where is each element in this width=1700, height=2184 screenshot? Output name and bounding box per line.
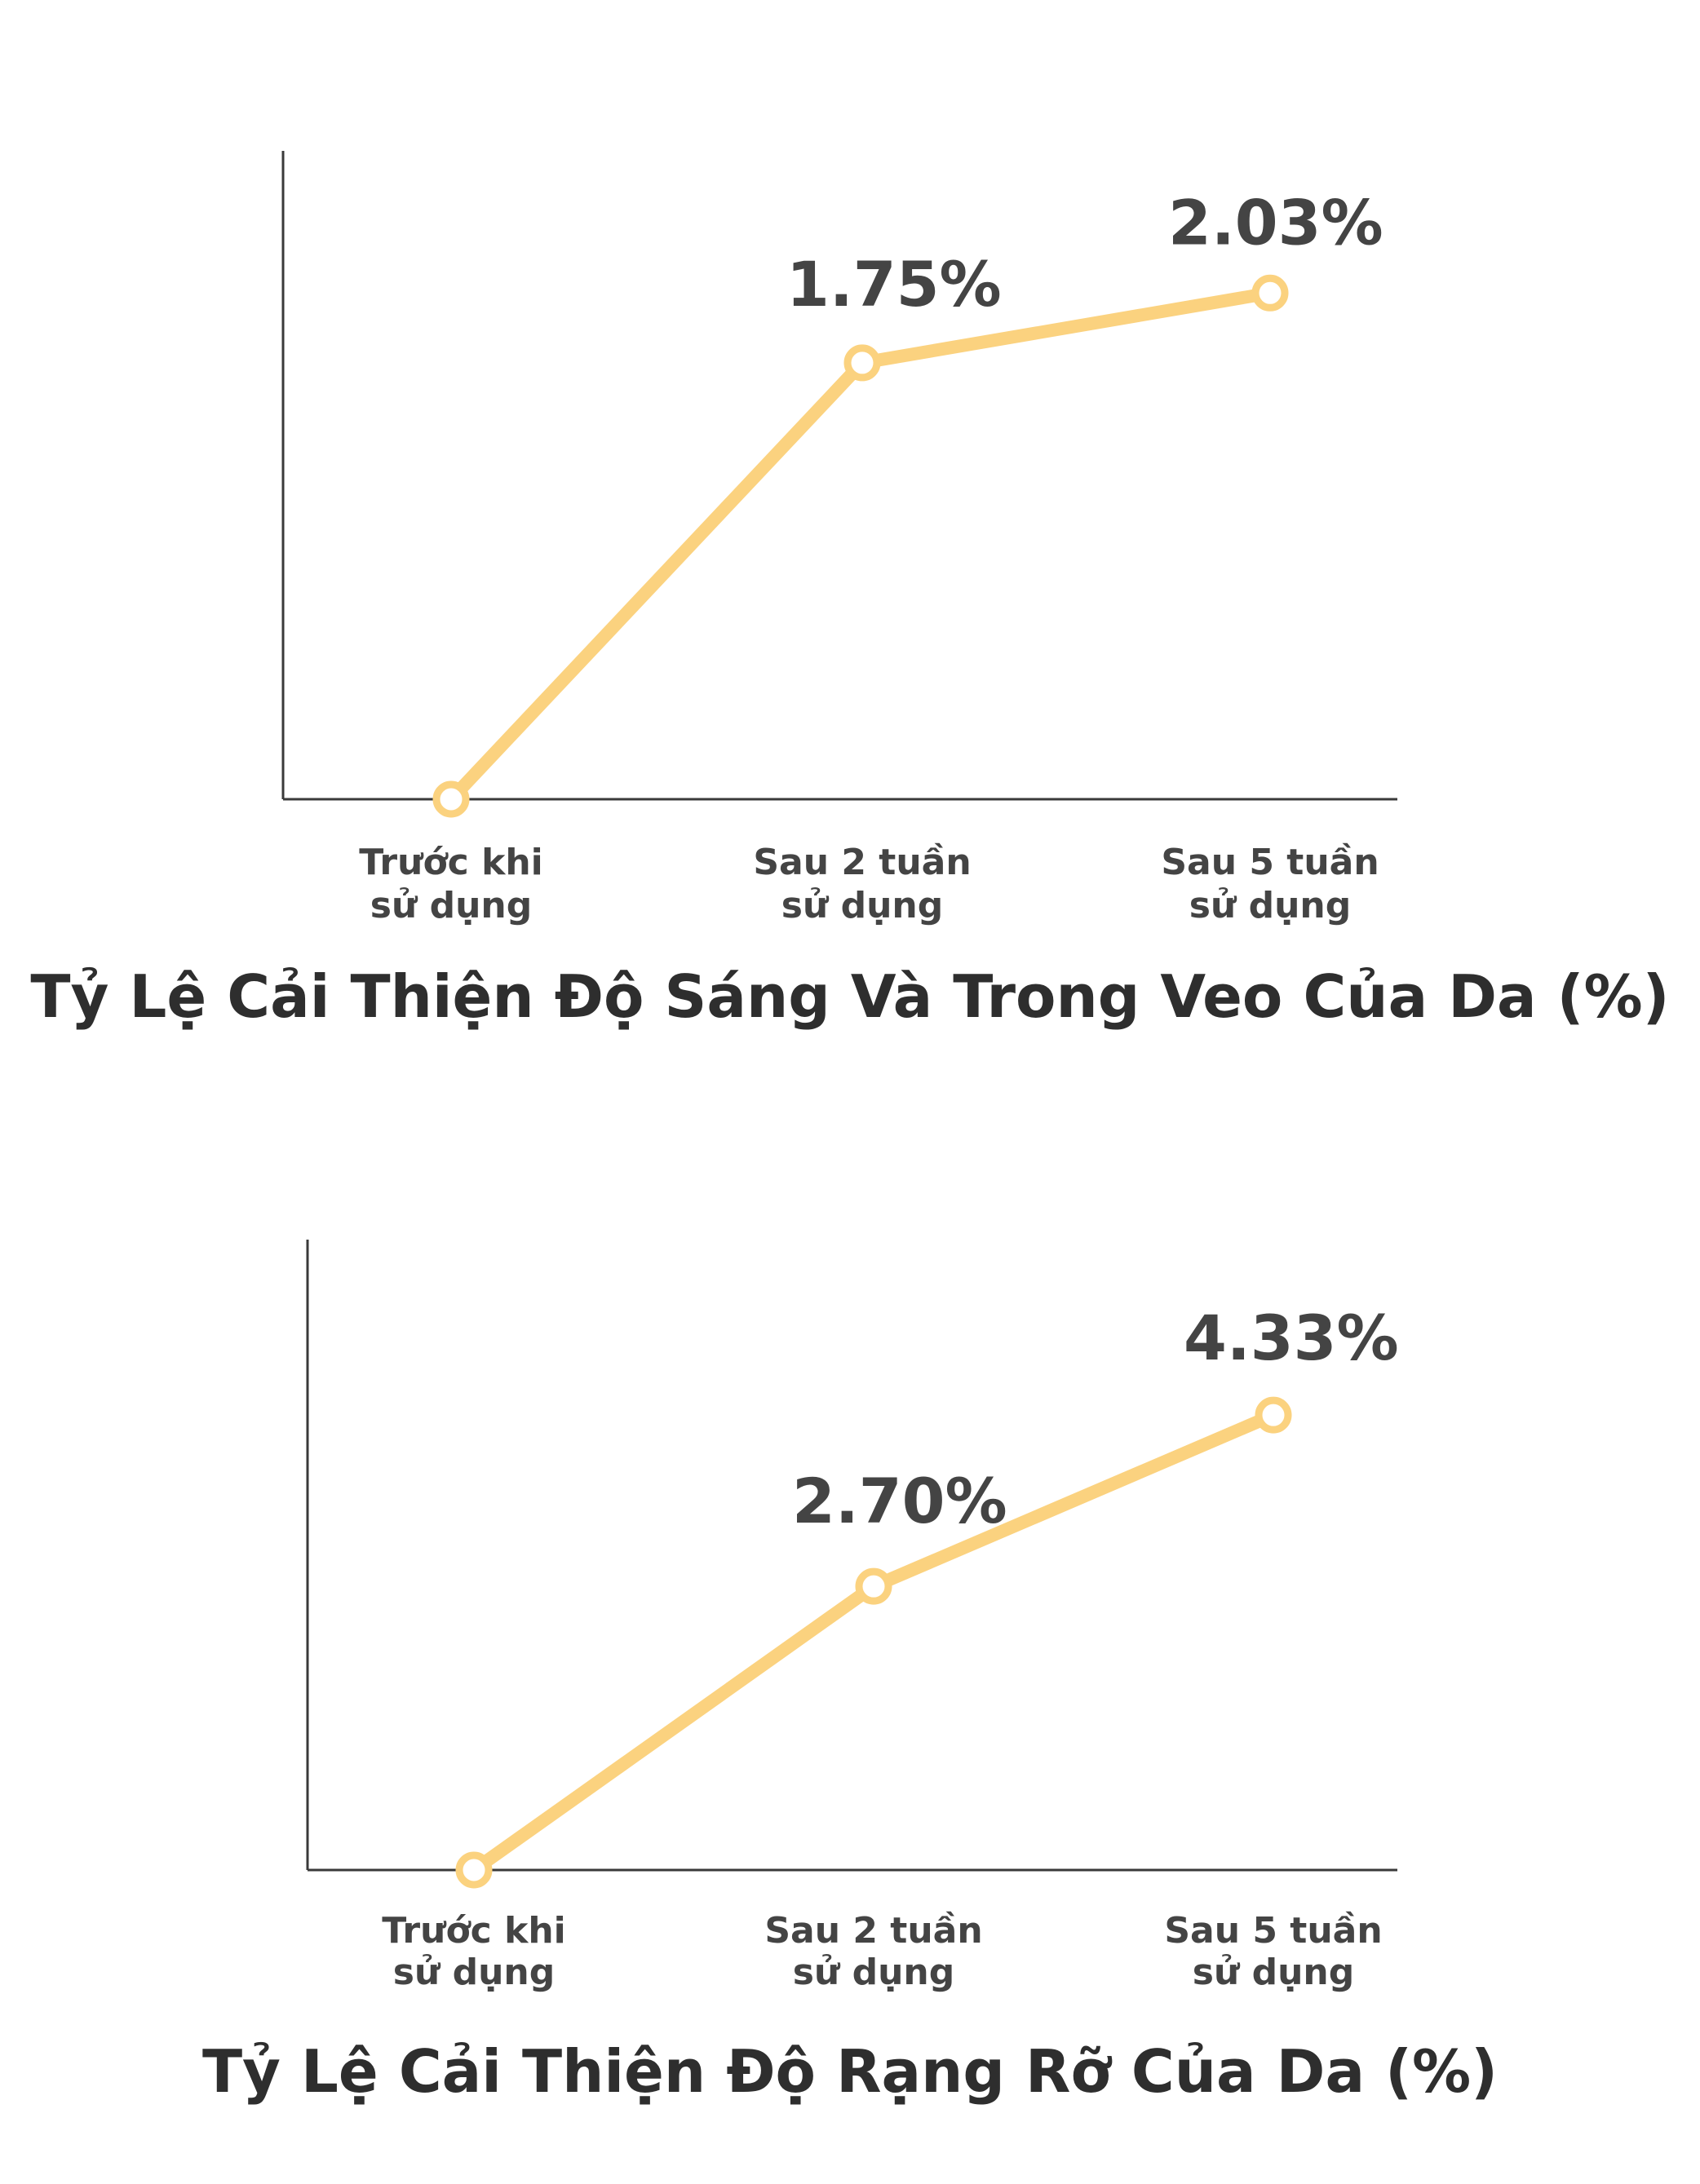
- data-point: [855, 1567, 892, 1605]
- data-label: 1.75%: [786, 248, 1002, 321]
- data-point: [843, 344, 881, 382]
- x-tick-label: sử dụng: [393, 1952, 555, 1993]
- data-point: [1251, 274, 1289, 312]
- x-tick-label: sử dụng: [370, 885, 532, 926]
- x-tick-label: sử dụng: [781, 885, 943, 926]
- x-tick-label: sử dụng: [793, 1952, 954, 1993]
- x-tick-label: Sau 5 tuần: [1161, 842, 1379, 883]
- x-tick-label: Sau 5 tuần: [1164, 1910, 1382, 1952]
- x-tick-label: Sau 2 tuần: [764, 1910, 982, 1952]
- x-tick-label: sử dụng: [1189, 885, 1351, 926]
- data-label: 2.70%: [792, 1465, 1007, 1537]
- data-point: [455, 1851, 493, 1889]
- data-label: 2.03%: [1168, 186, 1383, 259]
- data-label: 4.33%: [1184, 1302, 1399, 1374]
- chart-title: Tỷ Lệ Cải Thiện Độ Rạng Rỡ Của Da (%): [201, 2037, 1499, 2106]
- chart-brightness: 1.75% 2.03% Trước khi sử dụng Sau 2 tuần sử d…: [30, 151, 1670, 1031]
- x-tick-label: Sau 2 tuần: [753, 842, 971, 883]
- x-tick-label: Trước khi: [382, 1910, 566, 1952]
- data-point: [1255, 1396, 1292, 1434]
- x-tick-label: Trước khi: [359, 842, 543, 883]
- x-tick-label: sử dụng: [1193, 1952, 1354, 1993]
- data-point: [432, 780, 470, 818]
- chart-radiance: 2.70% 4.33% Trước khi sử dụng Sau 2 tuần sử d…: [0, 1093, 1700, 2184]
- chart-title: Tỷ Lệ Cải Thiện Độ Sáng Và Trong Veo Của…: [30, 962, 1670, 1031]
